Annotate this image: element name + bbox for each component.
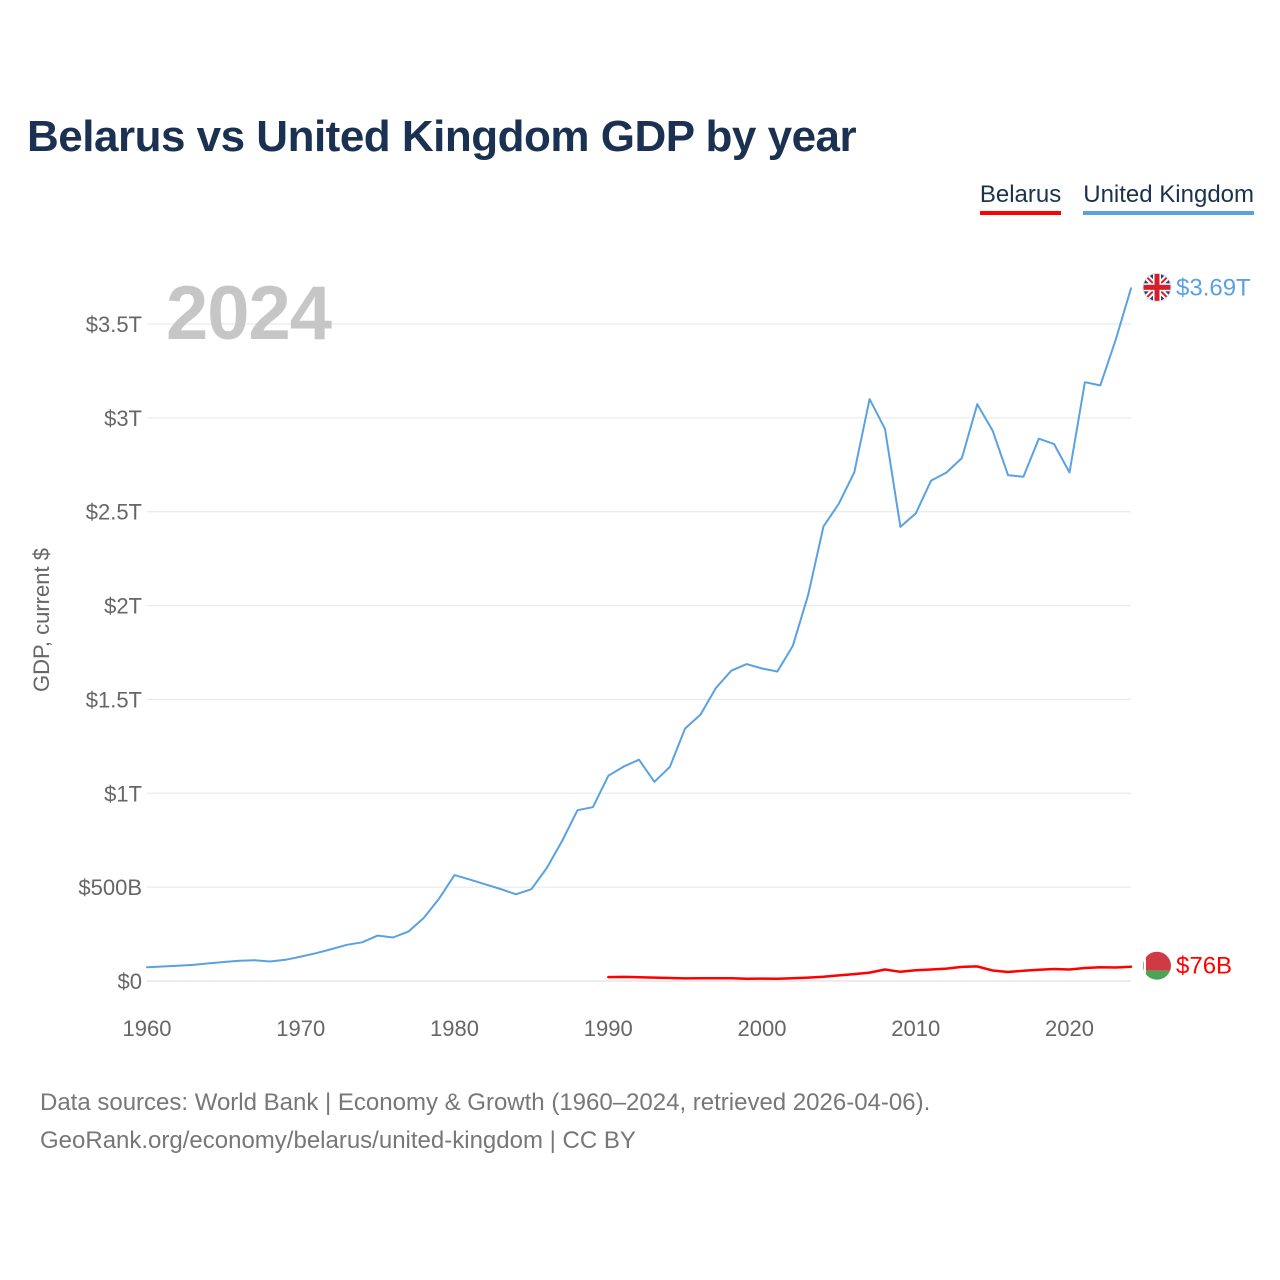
sources-line-1: Data sources: World Bank | Economy & Gro… (40, 1089, 931, 1116)
x-tick-label: 2020 (1045, 1016, 1094, 1041)
y-tick-label: $3T (104, 406, 142, 431)
legend-item-united-kingdom[interactable]: United Kingdom (1083, 181, 1254, 215)
y-tick-label: $1.5T (86, 687, 142, 712)
x-tick-label: 1990 (584, 1016, 633, 1041)
united-kingdom-end-value: $3.69T (1176, 274, 1251, 301)
series-line-belarus[interactable] (607, 965, 1133, 980)
y-tick-label: $2.5T (86, 500, 142, 525)
series-line-united-kingdom[interactable] (146, 287, 1132, 969)
line-chart: $0 $500B $1T $1.5T $2T $2.5T $3T $3.5T 1960 1970… (78, 272, 1251, 1041)
x-tick-label: 1960 (123, 1016, 172, 1041)
x-tick-label: 1980 (430, 1016, 479, 1041)
y-tick-label: $3.5T (86, 312, 142, 337)
series-lines (146, 287, 1133, 980)
legend: Belarus United Kingdom (979, 181, 1254, 215)
belarus-flag-icon (1143, 951, 1171, 980)
x-tick-label: 2010 (891, 1016, 940, 1041)
y-tick-label: $500B (78, 875, 142, 900)
sources-line-2[interactable]: GeoRank.org/economy/belarus/united-kingd… (40, 1127, 636, 1154)
y-tick-label: $2T (104, 594, 142, 619)
belarus-end-value: $76B (1176, 953, 1232, 980)
year-watermark: 2024 (166, 271, 332, 356)
x-axis-ticks: 1960 1970 1980 1990 2000 2010 2020 (123, 1016, 1094, 1041)
y-tick-label: $0 (118, 969, 142, 994)
x-tick-label: 2000 (738, 1016, 787, 1041)
data-sources: Data sources: World Bank | Economy & Gro… (40, 1084, 930, 1160)
y-axis-ticks: $0 $500B $1T $1.5T $2T $2.5T $3T $3.5T (78, 312, 142, 994)
y-tick-label: $1T (104, 781, 142, 806)
grid-lines (147, 323, 1131, 982)
united-kingdom-flag-icon (1142, 272, 1172, 302)
x-tick-label: 1970 (276, 1016, 325, 1041)
chart-title: Belarus vs United Kingdom GDP by year (27, 112, 857, 161)
legend-item-belarus[interactable]: Belarus (979, 181, 1062, 215)
